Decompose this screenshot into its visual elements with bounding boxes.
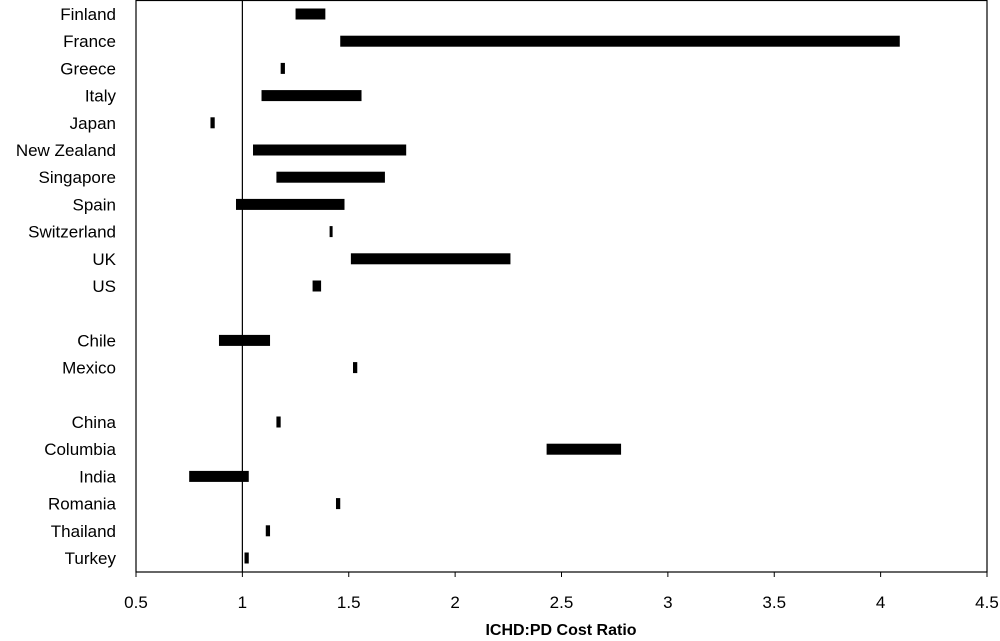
range-bar	[546, 443, 622, 455]
range-bar	[335, 498, 341, 510]
x-tick-label: 1.5	[337, 593, 361, 612]
x-tick-label: 3	[663, 593, 672, 612]
category-label: India	[79, 467, 116, 486]
plot-border	[135, 0, 988, 573]
category-label: Chile	[77, 331, 116, 350]
category-label: Finland	[60, 5, 116, 24]
x-tick-label: 3.5	[762, 593, 786, 612]
range-bar	[276, 416, 281, 428]
category-label: Thailand	[51, 522, 116, 541]
range-bar	[210, 117, 215, 129]
range-bar	[253, 144, 407, 156]
category-label: Italy	[85, 87, 117, 106]
category-label: UK	[92, 250, 116, 269]
range-bar	[218, 334, 271, 346]
category-label: US	[92, 277, 116, 296]
range-bar	[295, 8, 326, 20]
x-tick-label: 4.5	[975, 593, 999, 612]
category-label: Romania	[48, 495, 117, 514]
range-bar	[353, 362, 358, 374]
category-label: Switzerland	[28, 223, 116, 242]
x-tick-label: 2.5	[550, 593, 574, 612]
category-label: Turkey	[65, 549, 117, 568]
range-bar	[244, 552, 249, 564]
range-bar	[329, 226, 333, 238]
category-label: Greece	[60, 59, 116, 78]
x-axis-title: ICHD:PD Cost Ratio	[485, 622, 636, 639]
x-tick-label: 4	[876, 593, 885, 612]
range-bar	[280, 62, 285, 74]
category-label: China	[72, 413, 117, 432]
range-bar	[265, 525, 271, 537]
range-bar	[276, 171, 385, 183]
category-label: Singapore	[38, 168, 116, 187]
x-tick-label: 1	[238, 593, 247, 612]
range-bar	[189, 470, 249, 482]
category-labels: Finland France Greece Italy Japan New Zealand…	[16, 5, 117, 568]
range-bar	[235, 198, 345, 210]
range-bar	[261, 90, 362, 102]
category-label: New Zealand	[16, 141, 116, 160]
x-axis-ticks: 0.5 1 1.5 2 2.5 3 3.5 4 4.5	[124, 572, 999, 612]
x-tick-label: 0.5	[124, 593, 148, 612]
category-label: Columbia	[44, 440, 116, 459]
category-label: Spain	[73, 195, 116, 214]
category-label: Japan	[70, 114, 116, 133]
range-bar	[340, 35, 900, 47]
plot-area	[135, 0, 988, 573]
range-bar	[350, 253, 511, 265]
range-bar	[312, 280, 322, 292]
x-tick-label: 2	[450, 593, 459, 612]
category-label: Mexico	[62, 359, 116, 378]
range-bars	[189, 8, 900, 564]
category-label: France	[63, 32, 116, 51]
